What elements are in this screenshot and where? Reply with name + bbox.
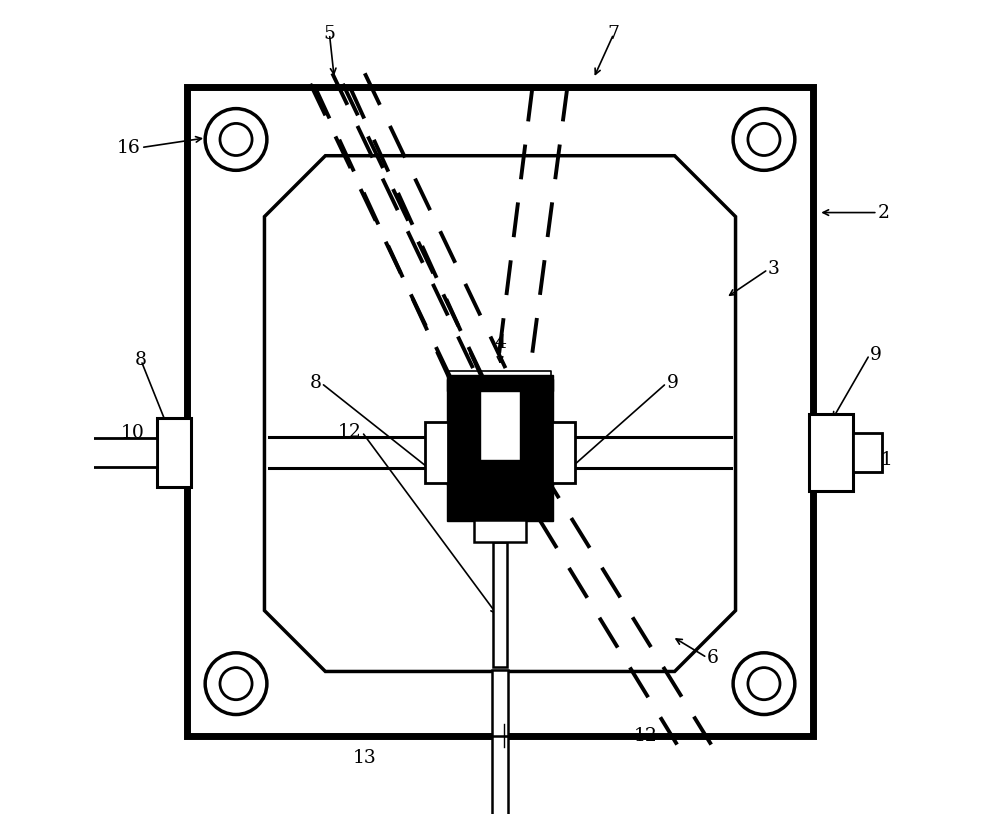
Bar bbox=[447, 460, 553, 522]
Circle shape bbox=[205, 108, 267, 170]
Text: 9: 9 bbox=[870, 346, 881, 363]
Circle shape bbox=[748, 667, 780, 700]
Bar bbox=[493, 542, 507, 667]
Circle shape bbox=[220, 123, 252, 156]
Bar bbox=[520, 379, 553, 485]
Text: 8: 8 bbox=[309, 374, 321, 392]
Text: 13: 13 bbox=[353, 749, 377, 768]
Text: 5: 5 bbox=[323, 25, 335, 43]
Text: 9: 9 bbox=[667, 374, 678, 392]
Text: 7: 7 bbox=[608, 25, 620, 43]
Bar bbox=[447, 379, 480, 485]
Text: 10: 10 bbox=[121, 425, 145, 443]
Circle shape bbox=[205, 653, 267, 715]
Bar bbox=[425, 421, 448, 482]
Bar bbox=[853, 433, 882, 472]
Text: 12: 12 bbox=[634, 728, 658, 746]
Circle shape bbox=[733, 108, 795, 170]
Bar bbox=[552, 421, 575, 482]
Bar bbox=[492, 670, 508, 738]
Text: 4: 4 bbox=[494, 333, 506, 351]
Bar bbox=[447, 375, 553, 391]
Text: 8: 8 bbox=[135, 351, 147, 369]
Bar bbox=[474, 520, 526, 542]
Bar bbox=[3, 438, 157, 467]
Bar bbox=[157, 417, 191, 487]
Bar bbox=[187, 86, 813, 737]
Polygon shape bbox=[264, 156, 736, 672]
Circle shape bbox=[220, 667, 252, 700]
Circle shape bbox=[748, 123, 780, 156]
Text: 16: 16 bbox=[117, 139, 141, 156]
Text: 2: 2 bbox=[878, 204, 890, 222]
Bar bbox=[809, 413, 853, 491]
Text: 11: 11 bbox=[870, 452, 893, 469]
Bar bbox=[480, 391, 520, 460]
Text: 6: 6 bbox=[707, 649, 719, 667]
Circle shape bbox=[733, 653, 795, 715]
Text: 3: 3 bbox=[768, 261, 780, 279]
Bar bbox=[492, 737, 508, 815]
Text: 12: 12 bbox=[338, 423, 362, 441]
